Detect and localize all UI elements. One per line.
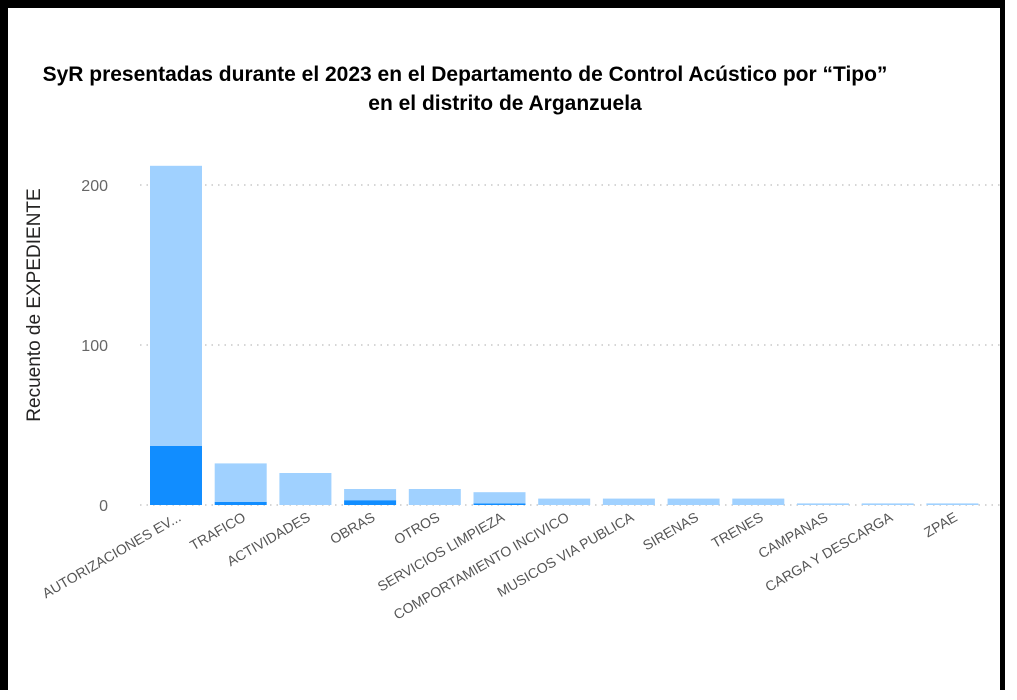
x-tick-label: ZPAE xyxy=(921,509,960,541)
x-tick-label: SIRENAS xyxy=(640,509,701,554)
bar-segment-1[interactable] xyxy=(214,501,267,505)
bar-segment-2[interactable] xyxy=(667,498,720,505)
bar-segment-2[interactable] xyxy=(926,503,979,505)
chart-title: SyR presentadas durante el 2023 en el De… xyxy=(42,63,888,86)
bar-segment-2[interactable] xyxy=(279,473,332,505)
x-tick-label: AUTORIZACIONES EV... xyxy=(39,509,183,601)
bar-segment-2[interactable] xyxy=(150,165,202,446)
bar-segment-2[interactable] xyxy=(473,492,526,504)
bar-segment-2[interactable] xyxy=(602,498,655,505)
x-tick-label: TRENES xyxy=(709,509,766,551)
x-tick-label: OBRAS xyxy=(327,509,377,547)
bar-segment-2[interactable] xyxy=(732,498,785,505)
y-axis-title: Recuento de EXPEDIENTE xyxy=(24,188,45,421)
bar-segment-2[interactable] xyxy=(214,463,267,502)
bar-segment-1[interactable] xyxy=(344,500,397,505)
y-tick-label: 200 xyxy=(81,178,108,195)
y-tick-label: 0 xyxy=(99,498,108,515)
bar-segment-2[interactable] xyxy=(861,503,914,505)
x-tick-label: OTROS xyxy=(391,509,442,548)
chart-title-block: SyR presentadas durante el 2023 en el De… xyxy=(20,60,1000,118)
bar-segment-1[interactable] xyxy=(150,445,202,505)
y-tick-label: 100 xyxy=(81,338,108,355)
bar-segment-1[interactable] xyxy=(473,503,526,505)
gridlines xyxy=(140,184,1000,506)
bar-segment-2[interactable] xyxy=(538,498,591,505)
y-axis-ticks: 0 100 200 xyxy=(81,178,108,515)
chart-frame xyxy=(0,0,1005,690)
bar-segment-2[interactable] xyxy=(344,489,397,501)
bar-segment-2[interactable] xyxy=(408,489,461,505)
bars xyxy=(150,165,979,505)
chart-subtitle: en el distrito de Arganzuela xyxy=(368,92,642,115)
bar-segment-2[interactable] xyxy=(797,503,849,505)
